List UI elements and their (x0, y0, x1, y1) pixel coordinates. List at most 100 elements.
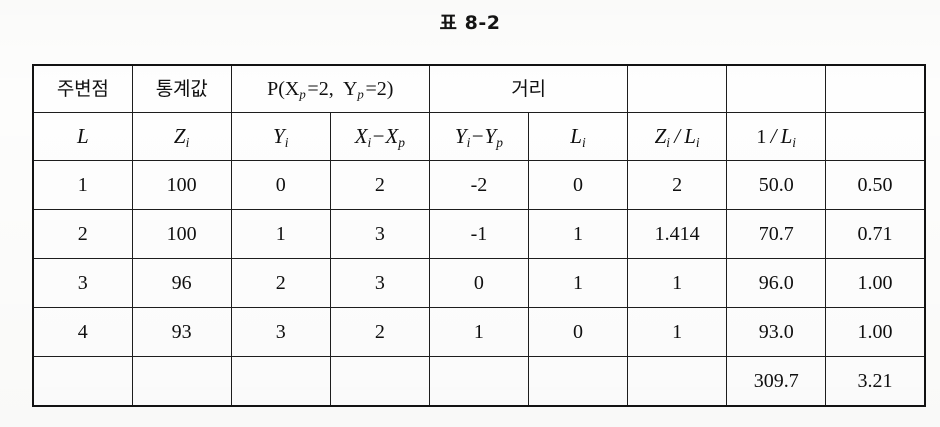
column-header-Xi-minus-Xp: Xi−Xp (329, 112, 430, 161)
cell-value: -1 (470, 223, 488, 245)
symbol-Zi-over-Li: Zi / Li (654, 123, 700, 150)
cell-value: 100 (166, 174, 197, 196)
cell-Zi: 93 (131, 307, 232, 357)
cell-last: 1.00 (825, 258, 926, 308)
table-row-total: 309.7 3.21 (32, 356, 926, 407)
cell-value: 0 (473, 272, 484, 294)
cell-Xi-minus-Xp (329, 356, 430, 407)
header-row-group: 주변점 통계값 P(Xp =2, Yp =2) 거리 (32, 64, 926, 113)
cell-value: 50.0 (758, 174, 794, 196)
cell-value: 1 (275, 223, 286, 245)
cell-value: 3.21 (857, 370, 893, 392)
cell-value: 1.414 (654, 223, 700, 245)
cell-L: 1 (32, 160, 133, 210)
cell-Yi-minus-Yp: -2 (428, 160, 529, 210)
header-cell-neighbor-point: 주변점 (32, 64, 133, 113)
cell-value: 0.50 (857, 174, 893, 196)
cell-value: 1 (473, 321, 484, 343)
cell-Zi (131, 356, 232, 407)
column-header-L: L (32, 112, 133, 161)
cell-value: 2 (77, 223, 88, 245)
cell-Yi-minus-Yp: 0 (428, 258, 529, 308)
cell-L (32, 356, 133, 407)
column-header-blank (825, 112, 926, 161)
cell-Yi-minus-Yp: -1 (428, 209, 529, 259)
header-label-neighbor-point: 주변점 (56, 78, 109, 100)
cell-last-total: 3.21 (825, 356, 926, 407)
header-cell-statistic-value: 통계값 (131, 64, 232, 113)
cell-Li: 1 (527, 258, 629, 308)
cell-Xi-minus-Xp: 3 (329, 258, 430, 308)
table-caption: 표 8-2 (439, 12, 501, 34)
cell-last: 0.71 (825, 209, 926, 259)
symbol-Xi-minus-Xp: Xi−Xp (354, 123, 405, 150)
cell-value: 0 (573, 321, 584, 343)
cell-Xi-minus-Xp: 2 (329, 307, 430, 357)
cell-Yi-minus-Yp: 1 (428, 307, 529, 357)
cell-value: 0 (275, 174, 286, 196)
cell-value: 3 (374, 223, 385, 245)
data-table: 주변점 통계값 P(Xp =2, Yp =2) 거리 (32, 64, 926, 407)
cell-one-over-Li: 93.0 (726, 307, 827, 357)
cell-Zi-over-Li: 1 (627, 307, 728, 357)
cell-Li: 1 (527, 209, 629, 259)
table-row: 3 96 2 3 0 1 1 96.0 1.00 (32, 258, 926, 308)
cell-Yi: 0 (230, 160, 331, 210)
cell-Zi: 100 (131, 160, 232, 210)
column-header-one-over-Li: 1 / Li (726, 112, 827, 161)
cell-Yi: 1 (230, 209, 331, 259)
cell-Zi: 100 (131, 209, 232, 259)
cell-Zi-over-Li: 1 (627, 258, 728, 308)
header-cell-blank-3 (825, 64, 926, 113)
cell-Yi (230, 356, 331, 407)
cell-L: 4 (32, 307, 133, 357)
column-header-Yi: Yi (230, 112, 331, 161)
cell-Zi-over-Li: 1.414 (627, 209, 728, 259)
symbol-one-over-Li: 1 / Li (756, 123, 797, 150)
cell-value: 0.71 (857, 223, 893, 245)
cell-value: 1 (672, 272, 683, 294)
cell-value: -2 (470, 174, 488, 196)
cell-Li: 0 (527, 160, 629, 210)
cell-value: 3 (77, 272, 88, 294)
cell-value: 1 (672, 321, 683, 343)
cell-one-over-Li: 70.7 (726, 209, 827, 259)
cell-Li: 0 (527, 307, 629, 357)
cell-L: 3 (32, 258, 133, 308)
symbol-Yi: Yi (273, 123, 289, 150)
cell-value: 309.7 (753, 370, 799, 392)
cell-value: 2 (374, 174, 385, 196)
table-row: 4 93 3 2 1 0 1 93.0 1.00 (32, 307, 926, 357)
cell-last: 0.50 (825, 160, 926, 210)
header-label-statistic-value: 통계값 (155, 78, 208, 100)
cell-value: 2 (374, 321, 385, 343)
column-header-Zi: Zi (131, 112, 232, 161)
cell-value: 2 (672, 174, 683, 196)
cell-Zi-over-Li: 2 (627, 160, 728, 210)
cell-L: 2 (32, 209, 133, 259)
cell-one-over-Li-total: 309.7 (726, 356, 827, 407)
cell-value: 70.7 (758, 223, 794, 245)
symbol-row-group: L Zi Yi Xi−Xp Yi−Yp Li (32, 112, 926, 161)
column-header-Zi-over-Li: Zi / Li (627, 112, 728, 161)
header-cell-distance: 거리 (428, 64, 629, 113)
symbol-Li: Li (570, 123, 586, 150)
table-row: 2 100 1 3 -1 1 1.414 70.7 0.71 (32, 209, 926, 259)
cell-value: 93 (171, 321, 192, 343)
cell-value: 1.00 (857, 321, 893, 343)
symbol-Yi-minus-Yp: Yi−Yp (454, 123, 503, 150)
cell-value: 100 (166, 223, 197, 245)
header-label-distance: 거리 (511, 78, 546, 100)
header-label-point-p: P(Xp =2, Yp =2) (267, 78, 394, 102)
cell-Yi: 3 (230, 307, 331, 357)
header-cell-blank-1 (627, 64, 728, 113)
header-cell-point-p: P(Xp =2, Yp =2) (230, 64, 430, 113)
cell-value: 1.00 (857, 272, 893, 294)
cell-value: 3 (275, 321, 286, 343)
cell-value: 1 (77, 174, 88, 196)
symbol-L: L (76, 123, 89, 148)
symbol-Zi: Zi (173, 123, 190, 150)
cell-one-over-Li: 50.0 (726, 160, 827, 210)
cell-value: 3 (374, 272, 385, 294)
table-row: 1 100 0 2 -2 0 2 50.0 0.50 (32, 160, 926, 210)
